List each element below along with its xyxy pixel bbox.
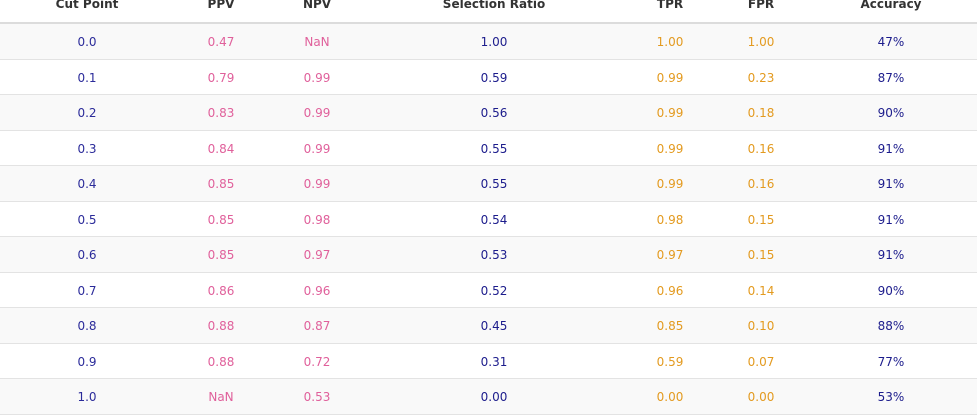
cell-ppv: 0.47 [207,35,235,49]
cell-ppv: 0.79 [207,70,235,85]
cell-selection-ratio: 0.59 [480,70,508,85]
header-accuracy[interactable]: Accuracy [860,0,922,11]
cell-accuracy: 53% [877,390,905,404]
cell-cut-point: 0.1 [77,70,97,85]
cell-ppv: 0.88 [207,354,235,369]
cell-npv: 0.53 [303,390,331,404]
cell-tpr: 0.97 [656,248,684,262]
table-row: 0.7 0.86 0.96 0.52 0.96 0.14 90% [0,272,977,308]
cell-tpr: 0.99 [656,106,684,120]
header-tpr[interactable]: TPR [656,0,684,11]
cell-ppv: 0.85 [207,248,235,262]
header-cut-point[interactable]: Cut Point [55,0,119,11]
cell-accuracy: 90% [877,283,905,298]
cell-ppv: 0.83 [207,106,235,120]
cell-cut-point: 0.2 [77,106,97,120]
cell-fpr: 0.14 [747,283,775,298]
cell-tpr: 0.59 [656,354,684,369]
table-row: 0.8 0.88 0.87 0.45 0.85 0.10 88% [0,308,977,344]
cell-selection-ratio: 0.53 [480,248,508,262]
table-row: 0.9 0.88 0.72 0.31 0.59 0.07 77% [0,343,977,379]
cell-selection-ratio: 0.54 [480,212,508,227]
cell-ppv: 0.86 [207,283,235,298]
cell-selection-ratio: 1.00 [480,35,508,49]
cell-fpr: 0.16 [747,141,775,156]
cell-cut-point: 0.9 [77,354,97,369]
cell-tpr: 0.99 [656,177,684,191]
table-row: 1.0 NaN 0.53 0.00 0.00 0.00 53% [0,379,977,415]
cell-selection-ratio: 0.52 [480,283,508,298]
cell-npv: 0.72 [303,354,331,369]
cell-cut-point: 0.6 [77,248,97,262]
cell-tpr: 0.99 [656,141,684,156]
table-row: 0.5 0.85 0.98 0.54 0.98 0.15 91% [0,201,977,237]
cell-npv: 0.99 [303,177,331,191]
cell-tpr: 0.98 [656,212,684,227]
cell-cut-point: 0.7 [77,283,97,298]
cell-accuracy: 87% [877,70,905,85]
table-row: 0.3 0.84 0.99 0.55 0.99 0.16 91% [0,130,977,166]
cell-selection-ratio: 0.55 [480,177,508,191]
header-fpr[interactable]: FPR [747,0,775,11]
cell-cut-point: 0.5 [77,212,97,227]
cell-cut-point: 0.4 [77,177,97,191]
table-header: Cut Point PPV NPV Selection Ratio TPR FP… [0,0,977,24]
cell-ppv: 0.85 [207,177,235,191]
cell-cut-point: 1.0 [77,390,97,404]
cell-npv: 0.99 [303,141,331,156]
cell-fpr: 0.15 [747,248,775,262]
cell-accuracy: 47% [877,35,905,49]
cell-npv: 0.98 [303,212,331,227]
cell-accuracy: 91% [877,212,905,227]
cell-fpr: 0.10 [747,319,775,333]
cell-fpr: 0.15 [747,212,775,227]
cell-fpr: 0.23 [747,70,775,85]
cell-selection-ratio: 0.56 [480,106,508,120]
cell-accuracy: 88% [877,319,905,333]
cell-selection-ratio: 0.55 [480,141,508,156]
cell-npv: 0.99 [303,70,331,85]
table-row: 0.6 0.85 0.97 0.53 0.97 0.15 91% [0,237,977,273]
cell-ppv: NaN [208,390,234,404]
cell-fpr: 1.00 [747,35,775,49]
cell-tpr: 0.96 [656,283,684,298]
cell-npv: NaN [304,35,330,49]
header-ppv[interactable]: PPV [207,0,235,11]
cell-accuracy: 91% [877,248,905,262]
cell-accuracy: 90% [877,106,905,120]
cell-fpr: 0.16 [747,177,775,191]
cell-tpr: 0.99 [656,70,684,85]
cell-fpr: 0.07 [747,354,775,369]
cell-npv: 0.87 [303,319,331,333]
cell-accuracy: 77% [877,354,905,369]
cell-selection-ratio: 0.00 [480,390,508,404]
cell-tpr: 0.00 [656,390,684,404]
cell-ppv: 0.84 [207,141,235,156]
cell-accuracy: 91% [877,141,905,156]
header-selection-ratio[interactable]: Selection Ratio [442,0,546,11]
table-row: 0.0 0.47 NaN 1.00 1.00 1.00 47% [0,24,977,60]
cell-cut-point: 0.8 [77,319,97,333]
cell-tpr: 1.00 [656,35,684,49]
cell-selection-ratio: 0.45 [480,319,508,333]
cell-cut-point: 0.3 [77,141,97,156]
cell-cut-point: 0.0 [77,35,97,49]
table-row: 0.4 0.85 0.99 0.55 0.99 0.16 91% [0,166,977,202]
cell-npv: 0.97 [303,248,331,262]
cell-ppv: 0.85 [207,212,235,227]
cell-selection-ratio: 0.31 [480,354,508,369]
cell-accuracy: 91% [877,177,905,191]
header-npv[interactable]: NPV [302,0,332,11]
cell-npv: 0.96 [303,283,331,298]
table-row: 0.1 0.79 0.99 0.59 0.99 0.23 87% [0,59,977,95]
cell-ppv: 0.88 [207,319,235,333]
cell-npv: 0.99 [303,106,331,120]
table-row: 0.2 0.83 0.99 0.56 0.99 0.18 90% [0,95,977,131]
cell-fpr: 0.18 [747,106,775,120]
cell-tpr: 0.85 [656,319,684,333]
cell-fpr: 0.00 [747,390,775,404]
